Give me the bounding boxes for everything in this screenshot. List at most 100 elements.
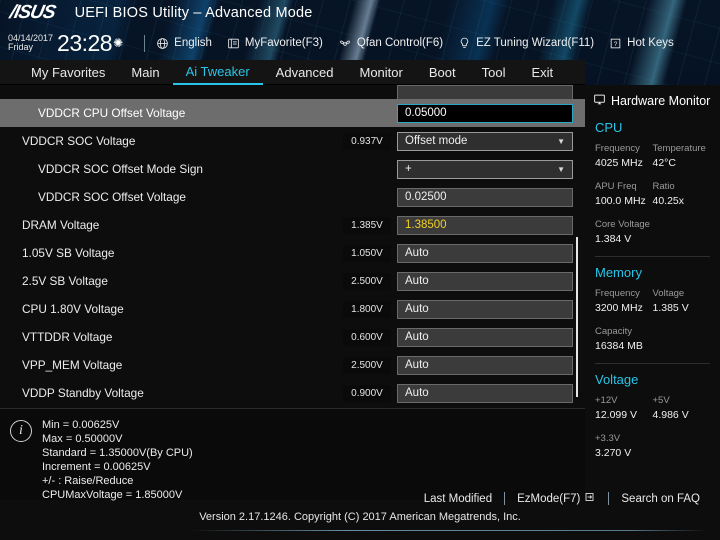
- settings-row-vpp-mem-voltage[interactable]: VPP_MEM Voltage 2.500V Auto: [0, 351, 585, 379]
- settings-pane: VDDCR CPU Offset Voltage 0.05000 VDDCR S…: [0, 85, 585, 540]
- tab-ai-tweaker[interactable]: Ai Tweaker: [172, 60, 263, 85]
- tab-tool[interactable]: Tool: [481, 64, 506, 80]
- search-on-faq-button[interactable]: Search on FAQ: [621, 492, 700, 505]
- row-monitor-value: 2.500V: [343, 272, 391, 290]
- dropdown-value: Offset mode: [405, 135, 468, 147]
- gear-icon[interactable]: ✺: [113, 36, 124, 50]
- hm-stat-apu-freq: APU Freq 100.0 MHz: [595, 181, 646, 207]
- row-value-dropdown[interactable]: + ▼: [397, 159, 573, 179]
- main-nav: My Favorites Main Ai Tweaker Advanced Mo…: [0, 60, 585, 85]
- lightbulb-icon: [458, 36, 471, 50]
- settings-scrollbar[interactable]: [576, 237, 578, 397]
- tab-monitor[interactable]: Monitor: [359, 64, 403, 80]
- tab-main[interactable]: Main: [131, 64, 160, 80]
- ezmode-label: EzMode(F7): [517, 492, 581, 505]
- tab-boot[interactable]: Boot: [428, 64, 456, 80]
- row-value-input[interactable]: Auto: [397, 327, 573, 347]
- globe-icon: [156, 37, 169, 50]
- asus-logo: /ISUS: [7, 2, 57, 23]
- hot-keys-label: Hot Keys: [627, 37, 674, 49]
- settings-row-vttddr-voltage[interactable]: VTTDDR Voltage 0.600V Auto: [0, 323, 585, 351]
- settings-row-cpu-1-80v-voltage[interactable]: CPU 1.80V Voltage 1.800V Auto: [0, 295, 585, 323]
- hot-keys-button[interactable]: ? Hot Keys: [609, 37, 674, 50]
- row-value-input[interactable]: Auto: [397, 383, 573, 403]
- row-label: VTTDDR Voltage: [22, 330, 113, 344]
- chevron-down-icon: ▼: [557, 164, 565, 174]
- row-monitor-value: [343, 194, 391, 200]
- row-monitor-value: 2.500V: [343, 356, 391, 374]
- settings-row-dram-voltage[interactable]: DRAM Voltage 1.385V 1.38500: [0, 211, 585, 239]
- hm-stat-3-3v: +3.3V 3.270 V: [595, 433, 632, 459]
- tab-my-favorites[interactable]: My Favorites: [31, 64, 106, 80]
- settings-row-vddcr-soc-offset-voltage[interactable]: VDDCR SOC Offset Voltage 0.02500: [0, 183, 585, 211]
- settings-row-2-5v-sb-voltage[interactable]: 2.5V SB Voltage 2.500V Auto: [0, 267, 585, 295]
- ez-tuning-wizard-button[interactable]: EZ Tuning Wizard(F11): [458, 36, 594, 50]
- hardware-monitor-label: Hardware Monitor: [611, 94, 711, 108]
- help-line: Max = 0.50000V: [42, 433, 123, 445]
- row-monitor-value: 0.900V: [343, 384, 391, 402]
- settings-row-partial[interactable]: [0, 85, 585, 99]
- row-value-dropdown[interactable]: Offset mode ▼: [397, 131, 573, 151]
- hm-stat-5v: +5V 4.986 V: [652, 395, 689, 421]
- language-button[interactable]: English: [156, 37, 212, 50]
- last-modified-button[interactable]: Last Modified: [423, 492, 493, 505]
- myfavorite-label: MyFavorite(F3): [244, 37, 323, 49]
- hm-stat-12v: +12V 12.099 V: [595, 395, 638, 421]
- row-value-input[interactable]: Auto: [397, 355, 573, 375]
- toolbar-divider: [144, 34, 146, 52]
- row-label: VDDCR CPU Offset Voltage: [38, 106, 186, 120]
- question-box-icon: ?: [609, 37, 622, 50]
- ezmode-button[interactable]: EzMode(F7): [505, 491, 608, 506]
- svg-text:?: ?: [614, 40, 618, 47]
- hm-divider: [595, 363, 710, 364]
- myfavorite-button[interactable]: MyFavorite(F3): [227, 37, 323, 50]
- language-label: English: [174, 37, 212, 49]
- hm-section-heading: CPU: [595, 120, 623, 135]
- row-label: VDDP Standby Voltage: [22, 386, 144, 400]
- row-value-input[interactable]: Auto: [397, 299, 573, 319]
- ez-tuning-wizard-label: EZ Tuning Wizard(F11): [476, 37, 595, 49]
- star-list-icon: [227, 37, 240, 50]
- qfan-control-button[interactable]: Qfan Control(F6): [338, 37, 443, 50]
- help-line: +/- : Raise/Reduce: [42, 475, 134, 487]
- row-value-input[interactable]: 0.05000: [397, 103, 573, 123]
- partial-row-field[interactable]: [397, 85, 573, 99]
- tab-advanced[interactable]: Advanced: [275, 64, 334, 80]
- row-monitor-value: [343, 166, 391, 172]
- qfan-control-label: Qfan Control(F6): [356, 37, 444, 49]
- info-icon: i: [10, 420, 32, 442]
- row-monitor-value: 1.800V: [343, 300, 391, 318]
- tab-exit[interactable]: Exit: [531, 64, 554, 80]
- settings-row-vddcr-soc-voltage[interactable]: VDDCR SOC Voltage 0.937V Offset mode ▼: [0, 127, 585, 155]
- hm-section-memory: Memory Frequency 3200 MHz Voltage 1.385 …: [585, 265, 720, 353]
- row-monitor-value: 1.385V: [343, 216, 391, 234]
- row-value-input[interactable]: 1.38500: [397, 215, 573, 235]
- settings-row-vddcr-cpu-offset-voltage[interactable]: VDDCR CPU Offset Voltage 0.05000: [0, 99, 585, 127]
- row-label: VDDCR SOC Offset Mode Sign: [38, 162, 203, 176]
- monitor-icon: [593, 93, 606, 109]
- row-label: DRAM Voltage: [22, 218, 100, 232]
- row-value-input[interactable]: Auto: [397, 243, 573, 263]
- hm-stat-frequency: Frequency 4025 MHz: [595, 143, 643, 169]
- row-value-input[interactable]: Auto: [397, 271, 573, 291]
- footer-divider: [504, 492, 506, 505]
- fan-icon: [338, 37, 352, 50]
- help-line: CPUMaxVoltage = 1.85000V: [42, 489, 183, 501]
- row-label: VPP_MEM Voltage: [22, 358, 123, 372]
- hardware-monitor-title: Hardware Monitor: [585, 93, 720, 118]
- hm-section-cpu: CPU Frequency 4025 MHz Temperature 42°C …: [585, 120, 720, 246]
- settings-row-vddp-standby-voltage[interactable]: VDDP Standby Voltage 0.900V Auto: [0, 379, 585, 407]
- title-bar: /ISUS UEFI BIOS Utility – Advanced Mode: [0, 0, 720, 26]
- settings-row-1-05v-sb-voltage[interactable]: 1.05V SB Voltage 1.050V Auto: [0, 239, 585, 267]
- date-display: 04/14/2017 Friday: [8, 33, 53, 52]
- arrow-right-box-icon: [583, 491, 596, 506]
- row-value-input[interactable]: 0.02500: [397, 187, 573, 207]
- settings-list: VDDCR CPU Offset Voltage 0.05000 VDDCR S…: [0, 85, 585, 408]
- help-text: Min = 0.00625V Max = 0.50000V Standard =…: [42, 418, 193, 501]
- hm-stat-ratio: Ratio 40.25x: [652, 181, 685, 207]
- hm-stat-mem-frequency: Frequency 3200 MHz: [595, 288, 643, 314]
- help-line: Increment = 0.00625V: [42, 461, 151, 473]
- clock-display: 23:28: [57, 29, 113, 56]
- hm-stat-core-voltage: Core Voltage 1.384 V: [595, 219, 650, 245]
- settings-row-vddcr-soc-offset-mode-sign[interactable]: VDDCR SOC Offset Mode Sign + ▼: [0, 155, 585, 183]
